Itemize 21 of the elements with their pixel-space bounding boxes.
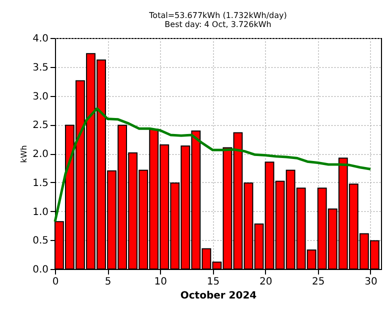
y-tick-label: 1.5 <box>32 178 48 189</box>
x-tick-label: 5 <box>104 276 112 288</box>
x-tick-label: 0 <box>52 276 59 288</box>
y-tick-label: 3.0 <box>32 91 48 102</box>
x-tick-label: 25 <box>312 276 325 288</box>
x-axis-title: October 2024 <box>180 290 257 302</box>
y-tick-label: 2.5 <box>32 120 48 132</box>
x-tick-label: 15 <box>206 276 220 288</box>
y-tick-label: 0.5 <box>32 236 48 247</box>
line-series <box>54 107 372 223</box>
y-tick-label: 1.0 <box>32 206 48 218</box>
chart-title: Total=53.677kWh (1.732kWh/day) <box>148 11 287 20</box>
chart-subtitle: Best day: 4 Oct, 3.726kWh <box>164 20 272 29</box>
y-axis-title: kWh <box>20 145 29 163</box>
x-tick-label: 10 <box>154 276 168 288</box>
y-tick-label: 4.0 <box>32 34 48 44</box>
y-tick-label: 3.5 <box>32 62 48 74</box>
y-tick-label: 0.0 <box>32 264 48 276</box>
x-tick-label: 30 <box>364 276 378 288</box>
x-tick-label: 20 <box>259 276 272 288</box>
y-tick-label: 2.0 <box>32 149 48 160</box>
